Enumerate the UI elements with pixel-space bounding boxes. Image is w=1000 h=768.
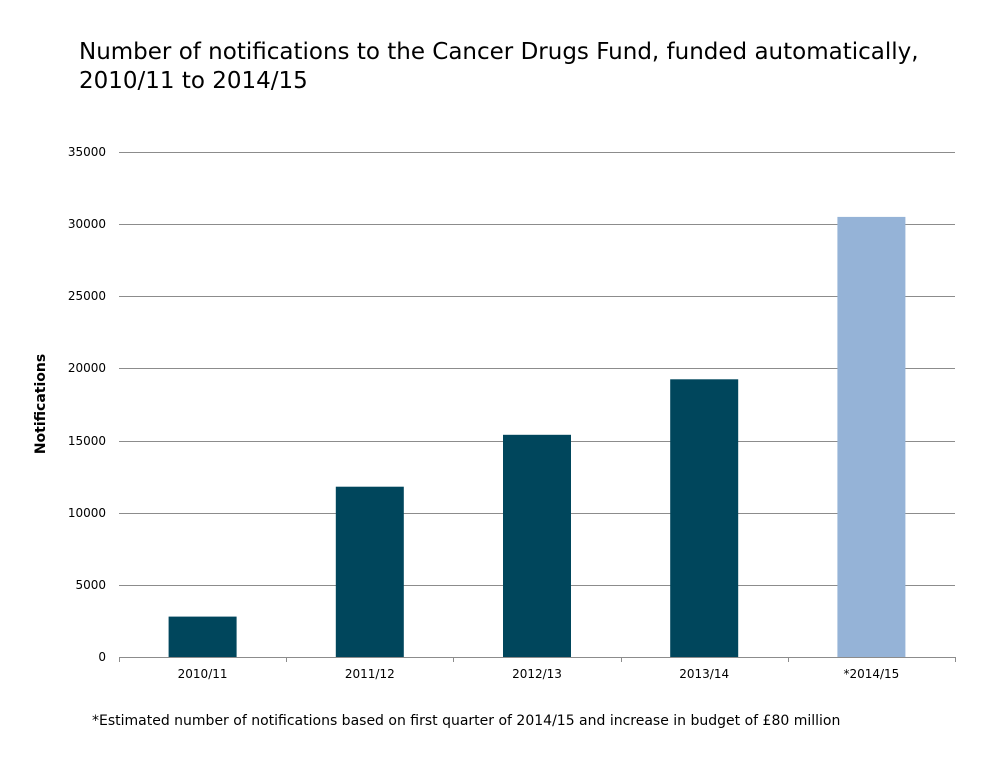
x-tick-label: 2013/14 bbox=[679, 667, 729, 681]
footnote: *Estimated number of notifications based… bbox=[92, 713, 841, 729]
x-tick-label: 2010/11 bbox=[178, 667, 228, 681]
y-tick-label: 5000 bbox=[75, 578, 106, 592]
x-axis bbox=[119, 657, 956, 662]
chart-title-line-2: 2010/11 to 2014/15 bbox=[79, 68, 308, 94]
bar-2013-14 bbox=[670, 379, 739, 658]
y-tick-label: 0 bbox=[98, 650, 106, 664]
y-tick-label: 25000 bbox=[68, 289, 106, 303]
x-axis-tick-labels: 2010/11 2011/12 2012/13 2013/14 *2014/15 bbox=[178, 667, 900, 681]
y-tick-label: 15000 bbox=[68, 434, 106, 448]
chart-title: Number of notifications to the Cancer Dr… bbox=[79, 38, 919, 96]
bar-2014-15 bbox=[837, 216, 906, 657]
y-tick-label: 35000 bbox=[68, 145, 106, 159]
y-axis-tick-labels: 0 5000 10000 15000 20000 25000 30000 35000 bbox=[68, 145, 106, 664]
y-axis-label: Notifications bbox=[33, 354, 49, 454]
x-tick-label: 2011/12 bbox=[345, 667, 395, 681]
bar-2011-12 bbox=[335, 486, 404, 657]
bar-2012-13 bbox=[503, 434, 571, 657]
y-tick-label: 30000 bbox=[68, 217, 106, 231]
x-tick-label: *2014/15 bbox=[843, 667, 899, 681]
bars bbox=[168, 216, 906, 658]
chart-title-line-1: Number of notifications to the Cancer Dr… bbox=[79, 39, 919, 65]
y-tick-label: 10000 bbox=[68, 506, 106, 520]
x-tick-label: 2012/13 bbox=[512, 667, 562, 681]
bar-2010-11 bbox=[168, 616, 237, 657]
y-tick-label: 20000 bbox=[68, 361, 106, 375]
